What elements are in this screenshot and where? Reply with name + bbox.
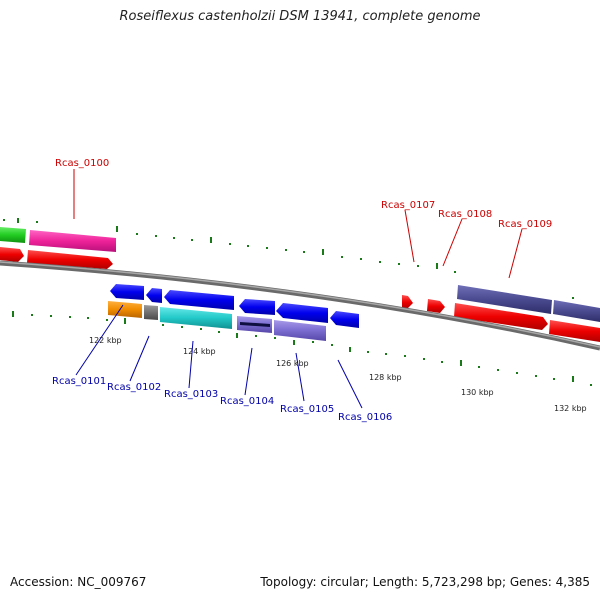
gene-lavender — [274, 320, 326, 341]
gene-tag: Rcas_0100 — [55, 158, 109, 169]
gene-purple-b — [553, 300, 600, 322]
upper-tick-track — [3, 218, 574, 299]
kbp-label: 128 kbp — [369, 373, 402, 382]
gene-green — [0, 227, 26, 243]
kbp-label: 122 kbp — [89, 336, 122, 345]
genome-backbone — [0, 260, 600, 351]
gene-blue-6 — [330, 311, 359, 328]
kbp-label: 130 kbp — [461, 388, 494, 397]
gene-tag: Rcas_0105 — [280, 404, 334, 415]
gene-red-small-b — [427, 299, 445, 313]
topology-summary: Topology: circular; Length: 5,723,298 bp… — [260, 575, 590, 589]
gene-pink — [29, 230, 116, 252]
gene-blue-3 — [164, 290, 234, 310]
bottom-gene-tags: Rcas_0101 Rcas_0102 Rcas_0103 Rcas_0104 … — [52, 304, 392, 423]
top-gene-tags: Rcas_0100 Rcas_0107 Rcas_0108 Rcas_0109 — [55, 158, 552, 279]
gene-blue-1 — [110, 284, 144, 300]
gene-tag: Rcas_0108 — [438, 209, 492, 220]
gene-red-left — [0, 247, 24, 262]
kbp-labels: 122 kbp 124 kbp 126 kbp 128 kbp 130 kbp … — [89, 336, 587, 413]
lower-tick-track — [12, 311, 592, 386]
kbp-label: 126 kbp — [276, 359, 309, 368]
gene-tag: Rcas_0103 — [164, 389, 218, 400]
gene-blue-4 — [239, 299, 275, 315]
gene-red-small-a — [402, 295, 413, 309]
gene-orange — [108, 301, 142, 318]
gene-navy-band — [240, 322, 270, 327]
lower-gene-row — [108, 284, 359, 341]
gene-tag: Rcas_0101 — [52, 376, 106, 387]
gene-tag: Rcas_0107 — [381, 200, 435, 211]
gene-purple-a — [457, 285, 552, 314]
gene-cyan — [160, 307, 232, 329]
gene-blue-2 — [146, 288, 162, 303]
kbp-label: 124 kbp — [183, 347, 216, 356]
gene-red-long — [454, 303, 548, 330]
gene-red-right — [549, 320, 600, 342]
gene-tag: Rcas_0106 — [338, 412, 392, 423]
map-title: Roseiflexus castenholzii DSM 13941, comp… — [119, 9, 481, 24]
kbp-label: 132 kbp — [554, 404, 587, 413]
gene-tag: Rcas_0109 — [498, 219, 552, 230]
gene-tag: Rcas_0104 — [220, 396, 274, 407]
gene-gray — [144, 305, 158, 320]
gene-tag: Rcas_0102 — [107, 382, 161, 393]
gene-blue-5 — [276, 303, 328, 323]
accession-text: Accession: NC_009767 — [10, 575, 147, 589]
upper-gene-row — [0, 227, 600, 342]
